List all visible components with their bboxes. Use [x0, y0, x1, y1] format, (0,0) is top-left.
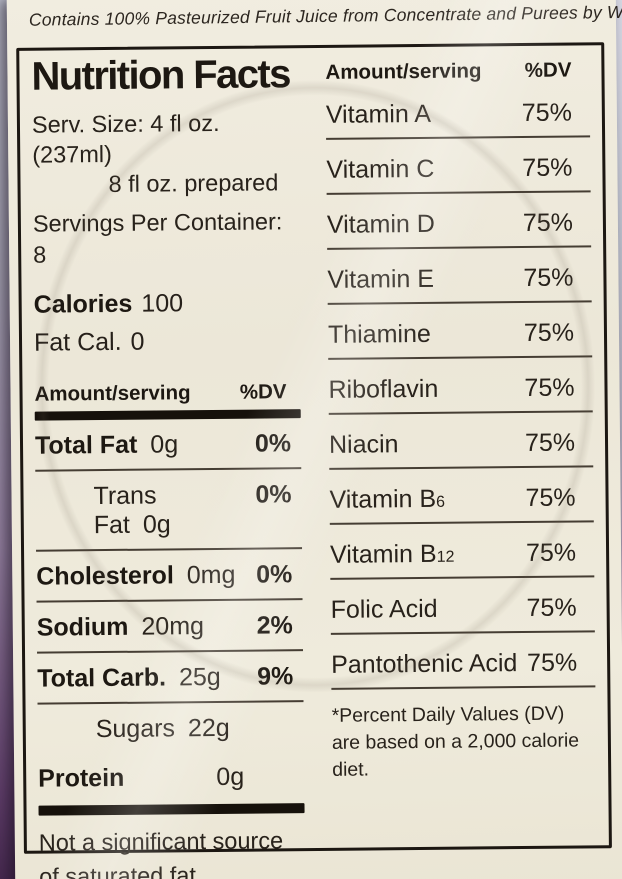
vitamin-dv: 75% — [523, 263, 574, 292]
fat-calories-line: Fat Cal. 0 — [34, 326, 300, 358]
vitamin-dv: 75% — [526, 593, 577, 622]
vitamin-row-vitamin-d: Vitamin D 75% — [326, 192, 592, 250]
nutrient-dv: 0% — [255, 479, 292, 509]
nutrient-row-cholesterol: Cholesterol 0mg 0% — [36, 548, 303, 603]
nutrient-dv: 9% — [256, 661, 294, 691]
vitamin-dv: 75% — [521, 98, 572, 128]
vitamin-name: Pantothenic Acid — [331, 649, 518, 679]
vitamin-name: Vitamin E — [327, 264, 435, 294]
vitamin-name: Folic Acid — [330, 594, 438, 624]
vitamin-row-vitamin-c: Vitamin C 75% — [326, 137, 591, 195]
nutrient-dv: 2% — [256, 610, 293, 640]
vitamin-name: Vitamin A — [325, 99, 432, 129]
nutrient-row-trans-fat: Trans Fat 0g 0% — [35, 468, 303, 552]
nutrient-name: Total Carb. 25g — [37, 662, 221, 693]
vitamin-name: Thiamine — [327, 319, 431, 349]
vitamin-name: Vitamin D — [326, 209, 435, 239]
calories-line: Calories 100 — [34, 288, 300, 320]
not-significant-source-note: Not a significant source of saturated fa… — [38, 826, 284, 879]
amount-per-serving-header: Amount/serving — [325, 59, 482, 84]
divider-bar-thick — [38, 802, 305, 816]
vitamin-dv: 75% — [523, 318, 575, 347]
nutrient-row-total-carb: Total Carb. 25g 9% — [37, 650, 304, 705]
vitamin-dv: 75% — [525, 538, 577, 567]
vitamin-name: Niacin — [328, 430, 399, 459]
right-table-header: Amount/serving %DV — [325, 58, 589, 85]
vitamin-dv: 75% — [526, 648, 578, 677]
nutrient-dv: 0% — [254, 428, 292, 458]
vitamin-row-folic-acid: Folic Acid 75% — [330, 577, 595, 635]
vitamin-row-vitamin-b6: Vitamin B6 75% — [329, 467, 594, 525]
vitamin-row-vitamin-e: Vitamin E 75% — [327, 247, 592, 305]
nutrient-name: Protein 0g — [38, 762, 245, 793]
vitamin-dv: 75% — [522, 208, 574, 237]
percent-dv-header: %DV — [239, 379, 287, 404]
vitamin-row-riboflavin: Riboflavin 75% — [328, 357, 593, 415]
nutrient-row-sodium: Sodium 20mg 2% — [36, 599, 304, 654]
vitamin-row-pantothenic-acid: Pantothenic Acid 75% — [330, 632, 596, 690]
nutrient-row-sugars: Sugars 22g — [38, 702, 304, 754]
vitamin-row-vitamin-a: Vitamin A 75% — [325, 82, 591, 140]
calories-value: 100 — [141, 288, 184, 318]
nutrition-label: Contains 100% Pasteurized Fruit Juice fr… — [6, 0, 622, 879]
left-column: Nutrition Facts Serv. Size: 4 fl oz. (23… — [31, 48, 305, 879]
nutrient-dv: 0% — [256, 559, 293, 589]
vitamin-dv: 75% — [524, 428, 576, 457]
nutrition-facts-panel: Nutrition Facts Serv. Size: 4 fl oz. (23… — [16, 42, 612, 879]
nutrient-name: Total Fat 0g — [34, 429, 179, 460]
vitamin-name: Riboflavin — [328, 374, 439, 404]
percent-dv-header: %DV — [524, 58, 572, 82]
nutrient-row-total-fat: Total Fat 0g 0% — [34, 417, 302, 472]
right-column: Amount/serving %DV Vitamin A 75% Vitamin… — [325, 45, 597, 847]
percent-dv-footnote: *Percent Daily Values (DV) are based on … — [331, 702, 580, 781]
vitamin-row-vitamin-b12: Vitamin B12 75% — [329, 522, 595, 580]
vitamin-name: Vitamin B12 — [329, 539, 455, 569]
left-table-header: Amount/serving %DV — [34, 380, 300, 407]
amount-per-serving-header: Amount/serving — [34, 380, 191, 406]
vitamin-dv: 75% — [524, 373, 575, 402]
calories-label: Calories — [33, 289, 133, 319]
fat-cal-label: Fat Cal. — [33, 327, 122, 357]
vitamin-dv: 75% — [522, 153, 573, 183]
nutrient-name: Cholesterol 0mg — [36, 560, 236, 591]
nutrient-name: Trans Fat 0g — [93, 481, 171, 539]
serving-prepared-line: 8 fl oz. prepared — [108, 169, 279, 198]
vitamin-row-thiamine: Thiamine 75% — [327, 302, 593, 360]
servings-per-container: Servings Per Container: 8 — [32, 208, 283, 268]
nutrition-facts-title: Nutrition Facts — [31, 52, 290, 99]
serving-size-line: Serv. Size: 4 fl oz. (237ml) — [31, 110, 220, 168]
vitamin-row-niacin: Niacin 75% — [328, 412, 594, 470]
vitamin-name: Vitamin C — [326, 154, 435, 184]
vitamin-dv: 75% — [525, 483, 576, 512]
fat-cal-value: 0 — [130, 327, 145, 356]
contains-statement: Contains 100% Pasteurized Fruit Juice fr… — [28, 1, 622, 30]
serving-info: Serv. Size: 4 fl oz. (237ml) 8 fl oz. pr… — [32, 107, 300, 269]
vitamin-name: Vitamin B6 — [329, 484, 446, 514]
nutrient-name: Sugars 22g — [95, 713, 230, 743]
nutrient-row-protein: Protein 0g — [38, 751, 304, 803]
nutrient-name: Sodium 20mg — [36, 611, 205, 642]
